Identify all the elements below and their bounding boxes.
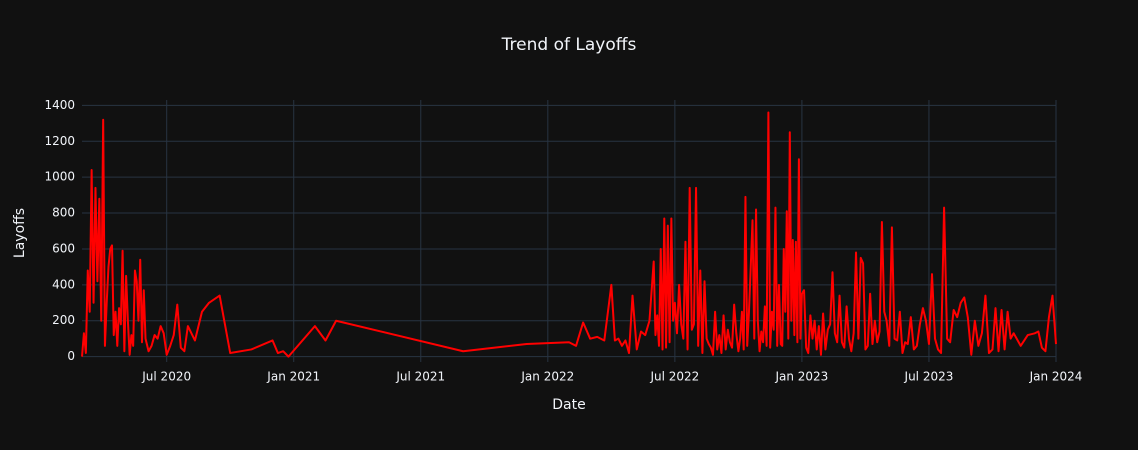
x-tick-label: Jul 2023 <box>904 370 954 384</box>
y-tick-label: 800 <box>52 206 75 220</box>
x-tick-label: Jul 2020 <box>141 370 191 384</box>
y-tick-label: 600 <box>52 241 75 255</box>
y-tick-label: 1200 <box>44 134 75 148</box>
x-tick-label: Jul 2022 <box>649 370 699 384</box>
y-tick-label: 200 <box>52 313 75 327</box>
y-tick-label: 0 <box>67 349 75 363</box>
x-tick-label: Jan 2022 <box>520 370 574 384</box>
x-tick-label: Jan 2023 <box>774 370 828 384</box>
x-axis-title: Date <box>552 397 585 413</box>
x-tick-label: Jan 2021 <box>266 370 320 384</box>
chart-title: Trend of Layoffs <box>501 35 637 55</box>
x-tick-label: Jul 2021 <box>395 370 445 384</box>
x-tick-label: Jan 2024 <box>1029 370 1083 384</box>
y-tick-label: 1400 <box>44 98 75 112</box>
data-line <box>81 111 1057 358</box>
y-tick-label: 400 <box>52 277 75 291</box>
y-axis-title: Layoffs <box>12 208 28 258</box>
y-tick-label: 1000 <box>44 170 75 184</box>
